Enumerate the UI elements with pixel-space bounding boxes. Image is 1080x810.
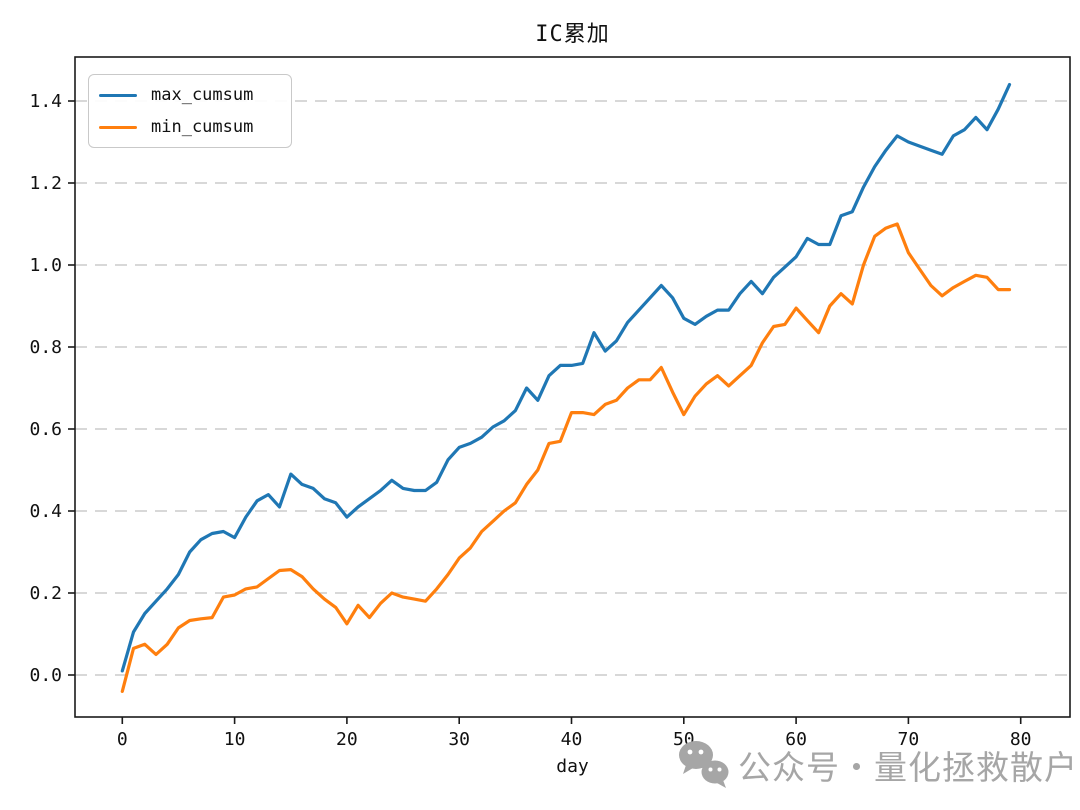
x-tick-label: 70 — [898, 729, 920, 750]
legend-swatch-min_cumsum — [99, 125, 137, 129]
y-tick-label: 1.2 — [29, 173, 62, 194]
y-tick-label: 0.4 — [29, 501, 62, 522]
legend: max_cumsum min_cumsum — [88, 74, 292, 148]
legend-label: min_cumsum — [151, 117, 254, 137]
x-tick-label: 10 — [224, 729, 246, 750]
chart-title: IC累加 — [535, 22, 610, 47]
x-tick-label: 80 — [1010, 729, 1032, 750]
x-tick-label: 0 — [117, 729, 128, 750]
legend-item-min_cumsum: min_cumsum — [99, 117, 277, 137]
x-axis-label: day — [556, 756, 589, 777]
x-tick-label: 40 — [561, 729, 583, 750]
y-tick-label: 1.0 — [29, 255, 62, 276]
legend-item-max_cumsum: max_cumsum — [99, 85, 277, 105]
watermark: 公众号・量化拯救散户 — [676, 738, 1078, 792]
x-tick-label: 30 — [448, 729, 470, 750]
y-tick-label: 0.8 — [29, 337, 62, 358]
watermark-text: 公众号・量化拯救散户 — [738, 748, 1078, 787]
wechat-icon — [679, 741, 729, 788]
x-tick-label: 20 — [336, 729, 358, 750]
y-tick-label: 0.6 — [29, 419, 62, 440]
y-tick-label: 0.0 — [29, 665, 62, 686]
legend-label: max_cumsum — [151, 85, 254, 105]
y-tick-label: 1.4 — [29, 91, 62, 112]
x-tick-label: 60 — [785, 729, 807, 750]
legend-swatch-max_cumsum — [99, 93, 137, 97]
series-line-max_cumsum — [120, 82, 1012, 673]
series-line-min_cumsum — [120, 222, 1012, 694]
plot-frame — [74, 56, 1071, 718]
y-tick-label: 0.2 — [29, 583, 62, 604]
